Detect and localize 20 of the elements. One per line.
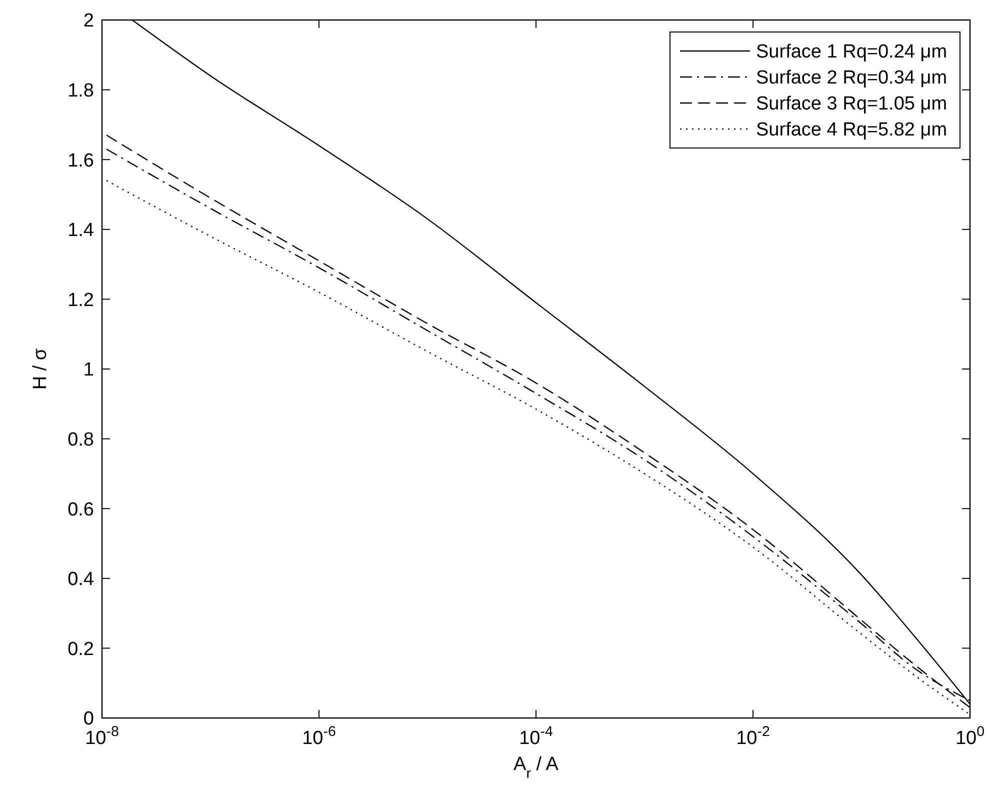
x-tick-label: 10$^{-4}$ xyxy=(519,724,553,749)
y-tick-label: 0.6 xyxy=(68,499,94,520)
y-tick-label: 2 xyxy=(83,10,94,32)
legend-label: Surface 1 Rq=0.24 μm xyxy=(756,42,948,63)
y-tick-label: 0.8 xyxy=(68,429,94,450)
y-tick-label: 1.6 xyxy=(68,150,94,172)
y-tick-label: 0.2 xyxy=(68,638,94,660)
x-axis-title: A$_{r}$ / A xyxy=(514,754,559,782)
y-tick-label: 1.2 xyxy=(68,290,94,311)
y-tick-label: 1.8 xyxy=(68,80,94,102)
x-tick-label: 10$^{0}$ xyxy=(955,724,985,749)
y-tick-label: 1 xyxy=(83,360,94,381)
x-tick-label: 10$^{-6}$ xyxy=(302,724,336,749)
y-axis-title: H / σ xyxy=(30,348,51,390)
legend-label: Surface 4 Rq=5.82 μm xyxy=(756,120,948,141)
x-tick-label: 10$^{-2}$ xyxy=(736,724,770,749)
y-tick-label: 1.4 xyxy=(68,220,94,242)
legend-label: Surface 2 Rq=0.34 μm xyxy=(756,68,948,89)
y-tick-label: 0.4 xyxy=(68,569,94,590)
legend-label: Surface 3 Rq=1.05 μm xyxy=(756,94,948,115)
